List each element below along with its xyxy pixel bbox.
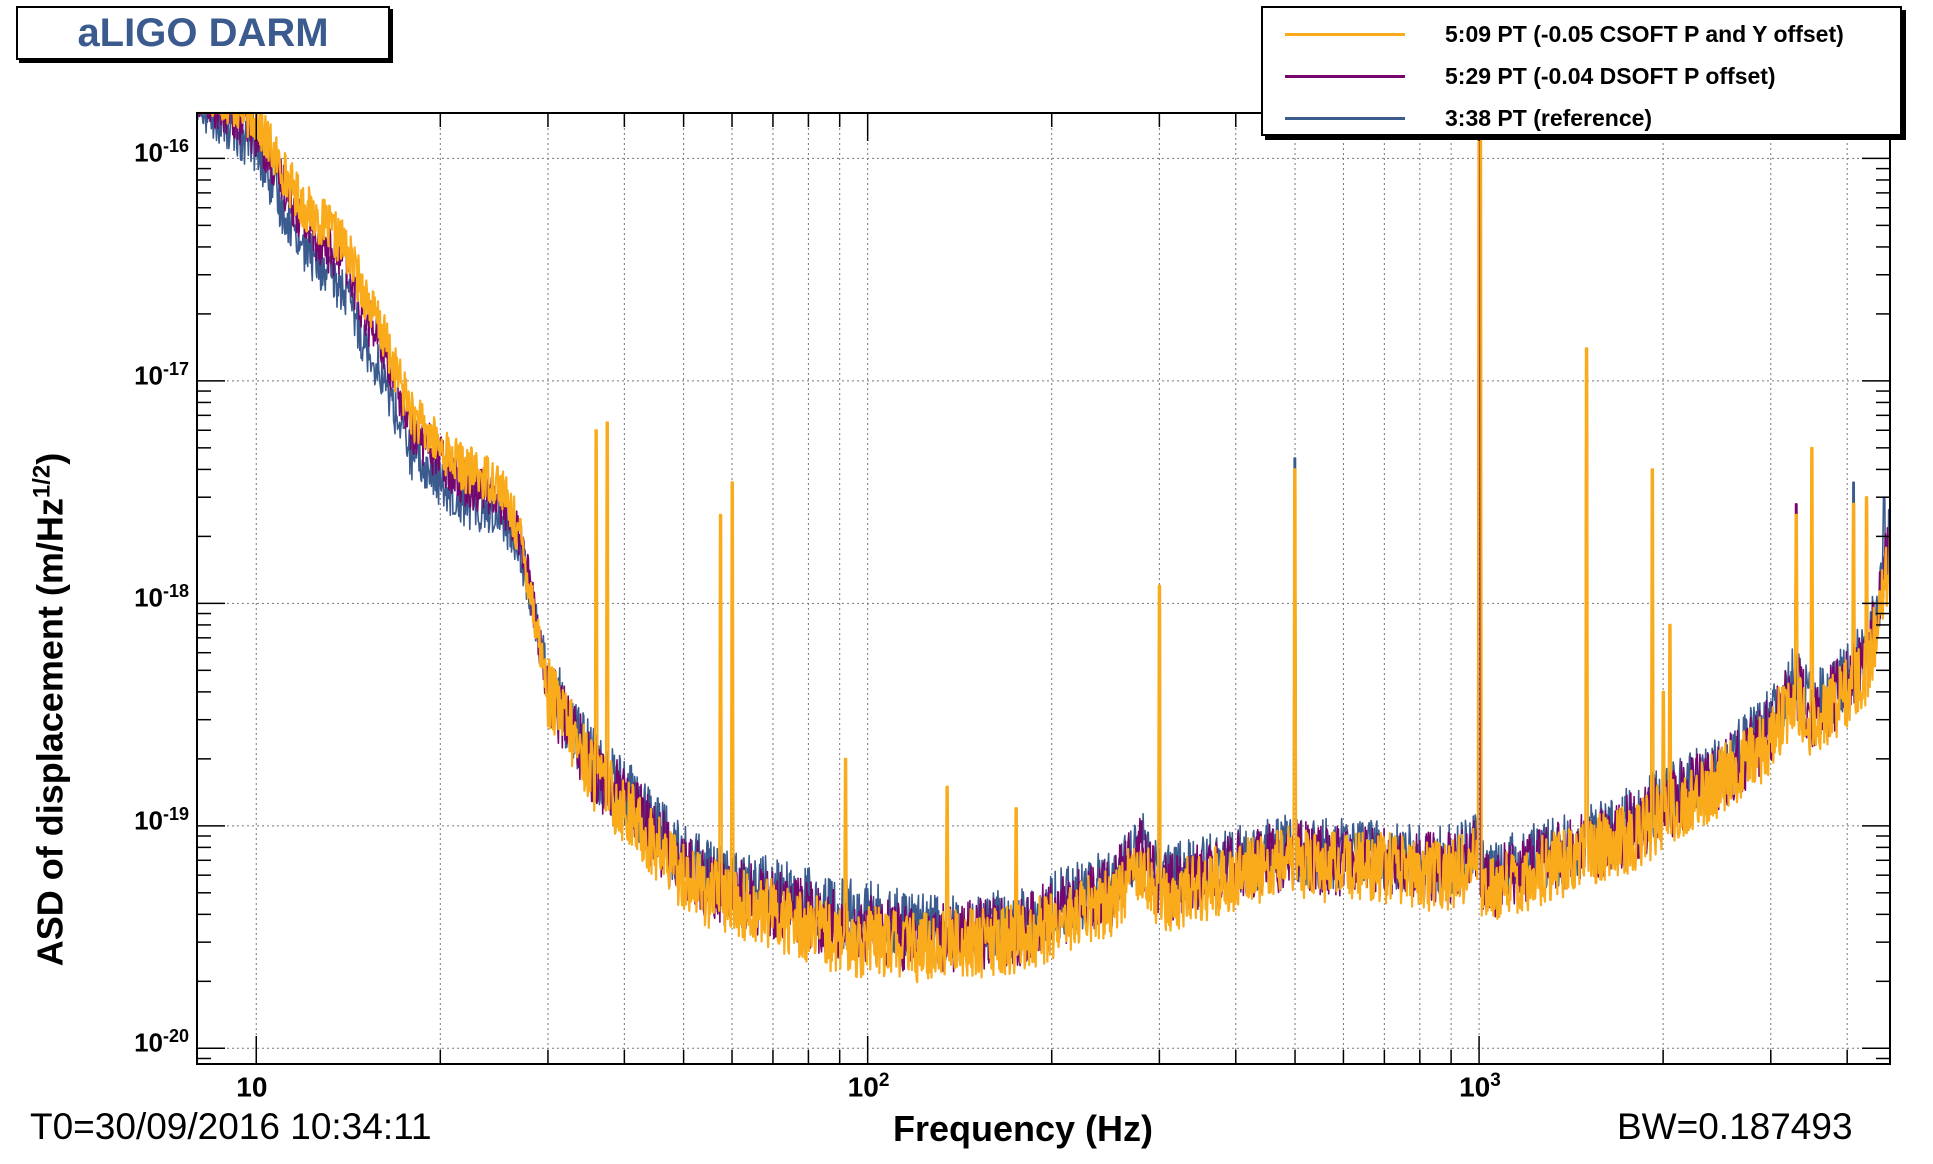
legend-swatch-1 [1285, 32, 1405, 36]
y-tick-label: 10-19 [134, 803, 189, 836]
x-tick-label: 10 [236, 1071, 268, 1103]
legend-label-3: 3:38 PT (reference) [1445, 104, 1653, 131]
y-axis-label-close: ) [29, 452, 71, 465]
x-axis-label: Frequency (Hz) [893, 1108, 1154, 1149]
legend-swatch-3 [1285, 116, 1405, 120]
legend-swatch-2 [1285, 74, 1405, 78]
legend-entry-3: 3:38 PT (reference) [1285, 100, 1652, 136]
y-tick-label: 10-20 [134, 1026, 189, 1058]
t0-timestamp: T0=30/09/2016 10:34:11 [30, 1106, 432, 1147]
y-axis-label: ASD of displacement (m/Hz1/2) [29, 350, 72, 1070]
y-tick-label: 10-18 [134, 581, 189, 613]
legend-entry-1: 5:09 PT (-0.05 CSOFT P and Y offset) [1285, 16, 1844, 52]
y-tick-label: 10-16 [134, 136, 189, 169]
y-axis-label-sup: 1/2 [28, 464, 56, 499]
x-tick-label: 103 [1459, 1070, 1501, 1103]
legend-entry-2: 5:29 PT (-0.04 DSOFT P offset) [1285, 58, 1776, 94]
y-tick-label: 10-17 [134, 358, 189, 391]
series-line-1 [196, 111, 1892, 984]
legend-label-2: 5:29 PT (-0.04 DSOFT P offset) [1445, 62, 1776, 89]
bandwidth-label: BW=0.187493 [1617, 1106, 1853, 1147]
plot-frame [196, 112, 1891, 1065]
tick-marks [197, 113, 1890, 1064]
legend-label-1: 5:09 PT (-0.05 CSOFT P and Y offset) [1445, 20, 1844, 47]
legend: 5:09 PT (-0.05 CSOFT P and Y offset) 5:2… [1261, 6, 1902, 136]
y-axis-label-base: ASD of displacement (m/Hz [29, 498, 71, 967]
chart-title: aLIGO DARM [16, 6, 390, 60]
x-tick-label: 102 [847, 1070, 890, 1103]
series-layer [196, 111, 1892, 984]
